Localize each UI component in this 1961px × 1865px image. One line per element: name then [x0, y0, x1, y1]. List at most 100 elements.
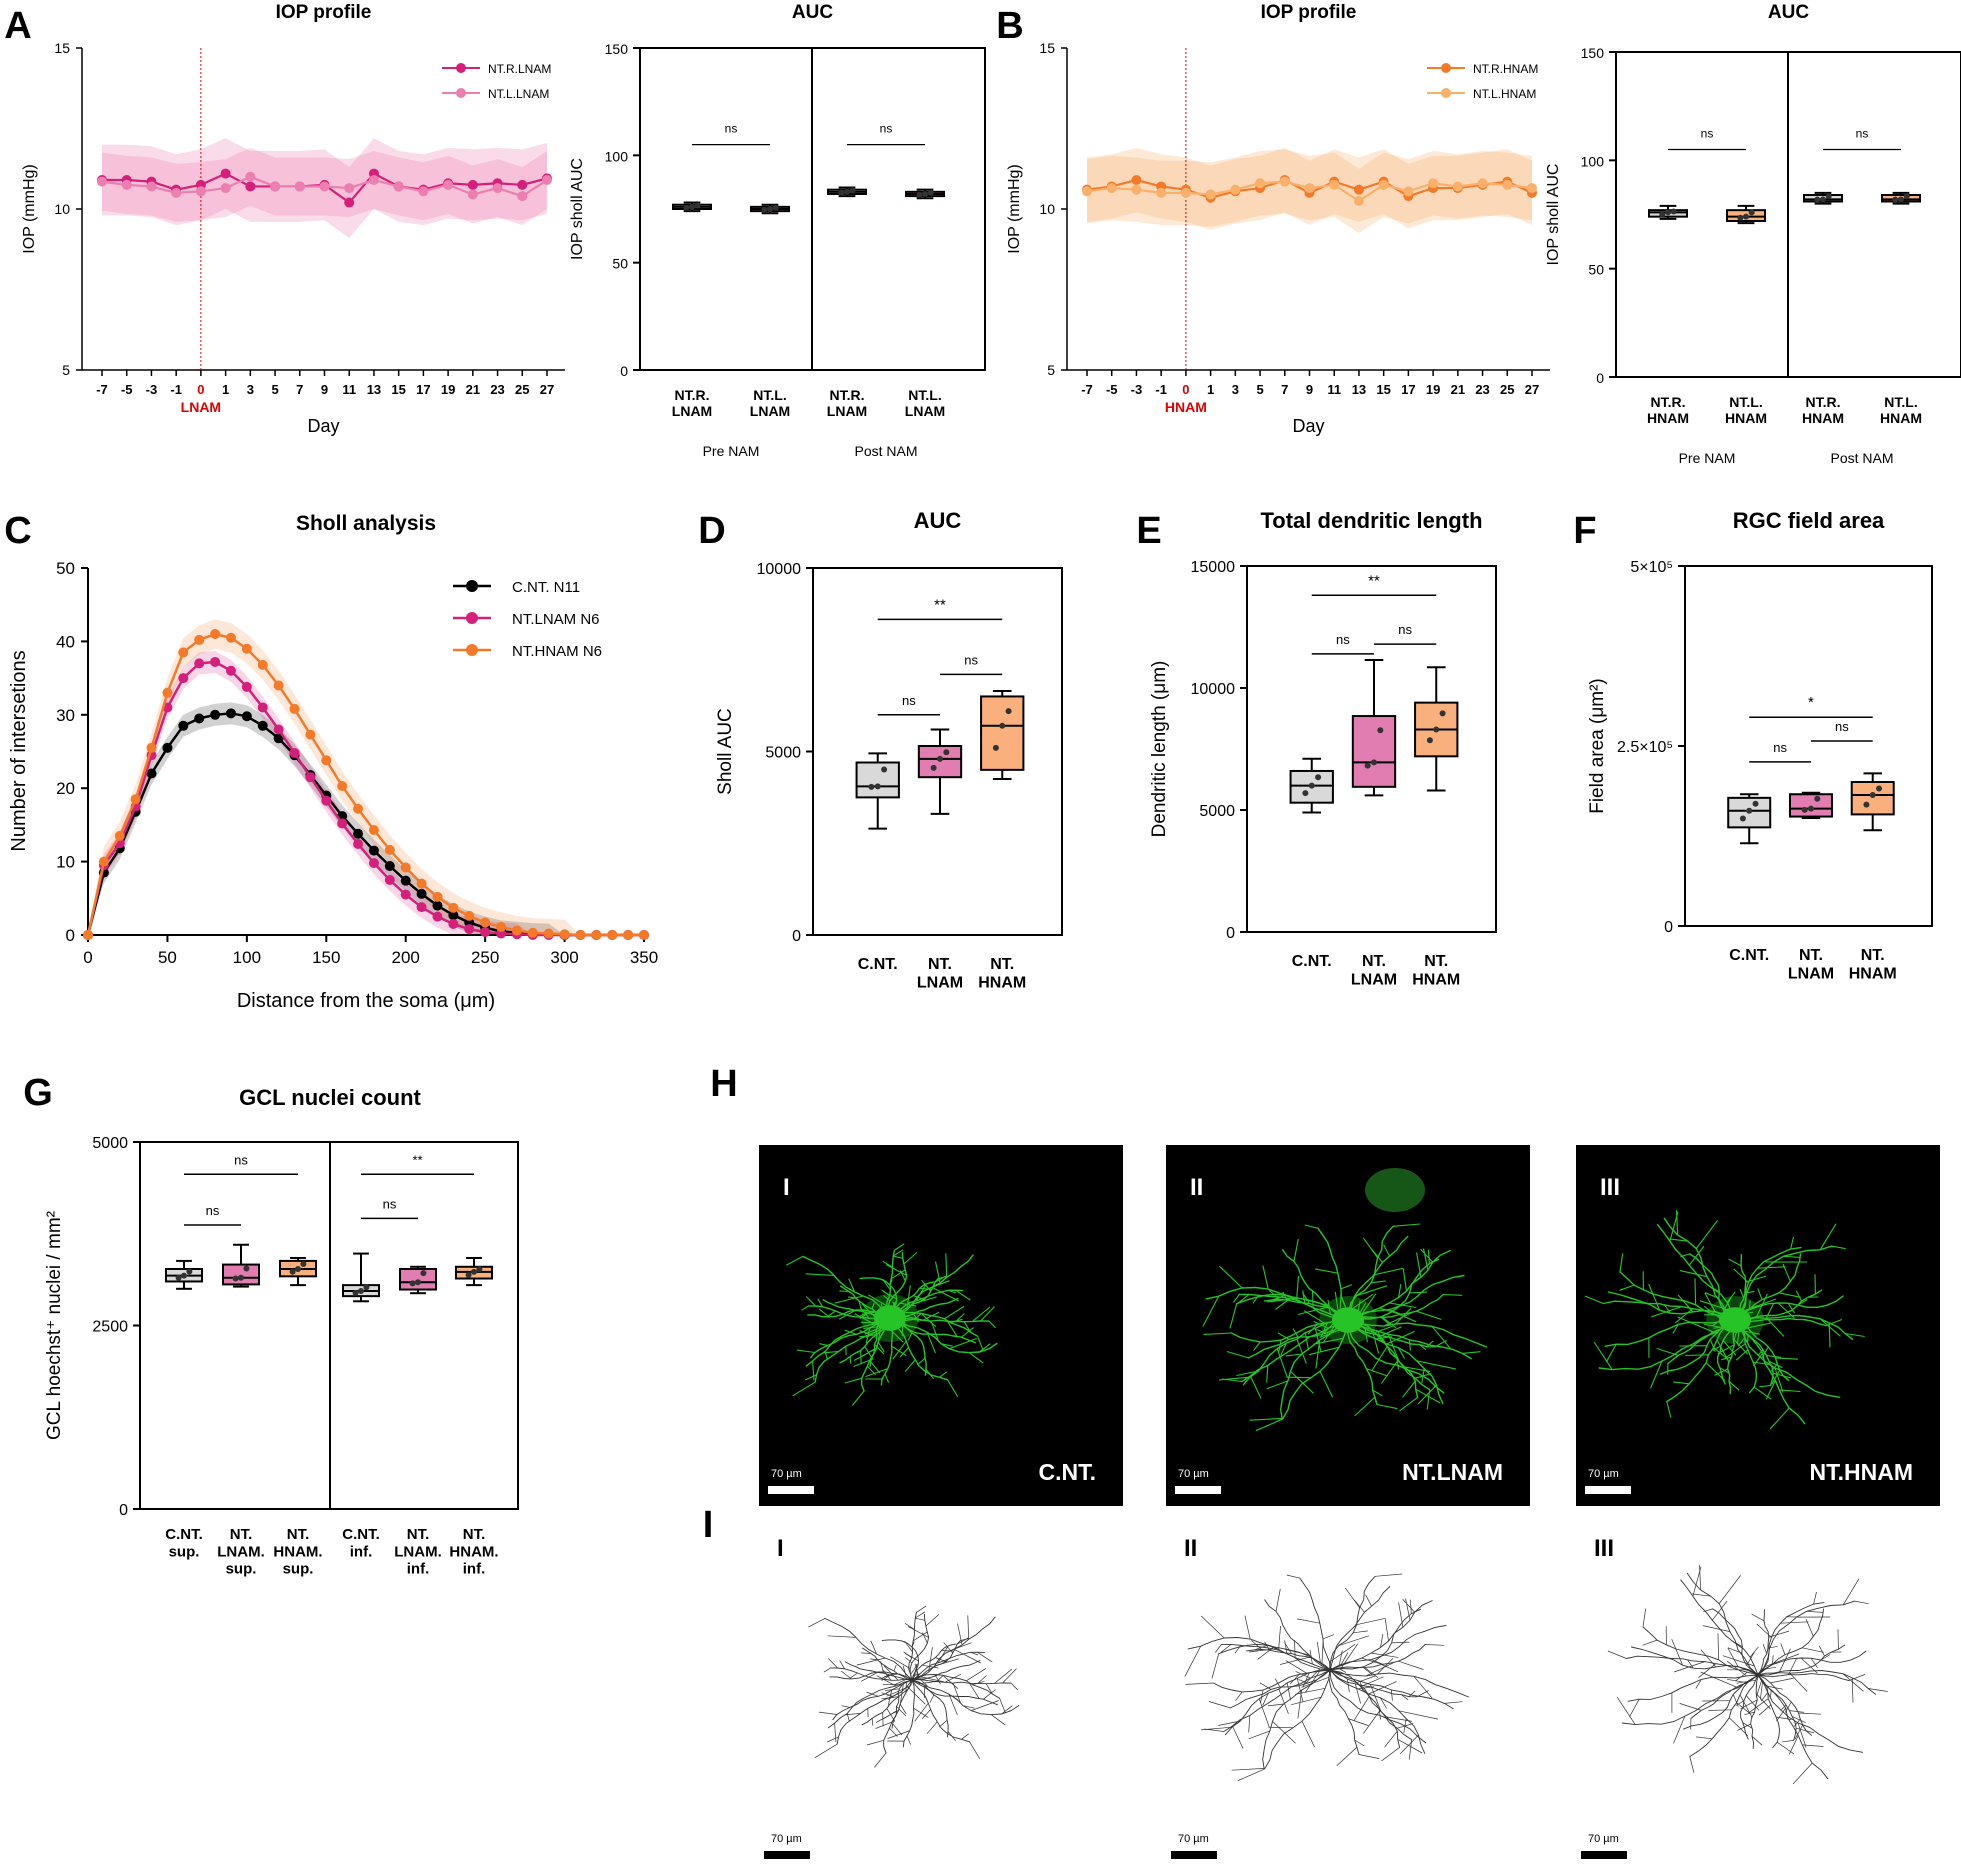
dendrite-branch — [1295, 1671, 1311, 1679]
dendrite-branch — [913, 1631, 928, 1642]
dendrite-branch — [911, 1641, 915, 1648]
dendrite-branch — [961, 1327, 974, 1338]
x-tick-label: 13 — [1352, 382, 1366, 397]
dendrite-branch — [1755, 1693, 1771, 1710]
dendrite-branch — [1868, 1688, 1888, 1692]
dendrite-branch — [937, 1646, 949, 1663]
data-point — [1743, 213, 1749, 220]
dendrite-branch — [1775, 1357, 1799, 1360]
dendrite-branch — [1387, 1334, 1400, 1362]
dendrite-branch — [942, 1675, 959, 1689]
dendrite-branch — [1295, 1687, 1326, 1695]
dendrite-branch — [893, 1679, 907, 1686]
dendrite-branch — [805, 1273, 835, 1276]
dendrite — [1734, 1314, 1854, 1340]
box — [980, 695, 1025, 771]
dendrite-branch — [899, 1347, 910, 1358]
legend-label: NT.R.LNAM — [488, 62, 551, 76]
data-point — [420, 1270, 427, 1277]
dendrite-branch — [834, 1723, 837, 1743]
dendrite-branch — [1399, 1396, 1418, 1412]
dendrite-branch — [1389, 1302, 1417, 1309]
data-point — [195, 186, 206, 197]
dendrite-branch — [1842, 1673, 1864, 1692]
dendrite-branch — [988, 1320, 996, 1329]
y-tick-label: 5×10⁵ — [1630, 559, 1673, 576]
data-point — [916, 191, 923, 198]
dendrite-branch — [967, 1615, 970, 1640]
data-point — [194, 713, 205, 724]
dendrite-branch — [915, 1617, 925, 1621]
data-point — [464, 924, 475, 935]
dendrite-branch — [1796, 1727, 1815, 1734]
micrograph-group-label: NT.HNAM — [1810, 1459, 1914, 1485]
dendrite-branch — [1260, 1690, 1264, 1704]
dendrite — [902, 1679, 915, 1748]
dendrite-branch — [786, 1255, 804, 1266]
data-point — [476, 1266, 483, 1273]
dendrite-branch — [861, 1671, 879, 1682]
y-axis-label: Number of intersetions — [8, 650, 30, 851]
dendrite-branch — [999, 1698, 1006, 1713]
dendrite-branch — [1699, 1565, 1702, 1591]
data-point — [289, 747, 300, 758]
dendrite — [1329, 1575, 1376, 1671]
dendrite-branch — [1297, 1618, 1320, 1624]
dendrite-branch — [1340, 1643, 1359, 1669]
dendrite-branch — [812, 1361, 815, 1381]
dendrite-branch — [1268, 1726, 1294, 1729]
dendrite-branch — [1304, 1224, 1319, 1229]
soma — [1719, 1307, 1751, 1333]
data-point — [1370, 759, 1377, 766]
dendrite-branch — [1734, 1671, 1748, 1682]
dendrite-branch — [1402, 1598, 1415, 1613]
data-point — [874, 783, 881, 790]
dendrite-branch — [1756, 1623, 1772, 1638]
dendrite-branch — [1713, 1347, 1728, 1360]
data-point — [1752, 800, 1759, 807]
dendrite — [911, 1679, 1012, 1685]
dendrite-branch — [1218, 1720, 1241, 1726]
chart-title: AUC — [914, 508, 962, 533]
dendrite-branch — [1766, 1685, 1783, 1690]
y-tick-label: 40 — [56, 632, 75, 651]
dendrite-branch — [1677, 1294, 1694, 1313]
dendrite-branch — [814, 1743, 838, 1759]
dendrite-branch — [874, 1343, 885, 1355]
dendrite-branch — [819, 1343, 829, 1346]
data-point — [1131, 184, 1142, 195]
dendrite — [881, 1639, 920, 1681]
category-label: C.NT. — [858, 956, 898, 973]
data-point — [186, 1268, 193, 1275]
dendrite — [1329, 1669, 1469, 1698]
y-tick-label: 10000 — [1191, 681, 1236, 698]
x-tick-label: 17 — [1401, 382, 1415, 397]
data-point — [300, 1260, 307, 1267]
dendrite-branch — [1708, 1709, 1732, 1711]
dendrite-branch — [838, 1309, 857, 1320]
dendrite-branch — [1805, 1618, 1814, 1637]
dendrite-branch — [1408, 1690, 1416, 1697]
dendrite-branch — [1692, 1566, 1702, 1597]
dendrite — [889, 1316, 990, 1323]
dendrite-branch — [1718, 1575, 1741, 1604]
x-axis-label: Distance from the soma (μm) — [237, 990, 495, 1012]
dendrite-branch — [1777, 1302, 1795, 1319]
dendrite — [1347, 1319, 1472, 1360]
dendrite-branch — [1739, 1288, 1745, 1299]
dendrite — [1734, 1245, 1833, 1321]
dendrite-branch — [1642, 1639, 1658, 1646]
dendrite-branch — [949, 1337, 977, 1350]
data-point — [181, 1272, 187, 1279]
dendrite — [1264, 1599, 1331, 1671]
tracing-3: III 70 µm — [1581, 1535, 1888, 1859]
x-tick-label: 23 — [490, 382, 504, 397]
category-label: C.NT. — [165, 1526, 203, 1543]
x-tick-label: 13 — [367, 382, 381, 397]
dendrite-branch — [892, 1340, 907, 1360]
dendrite — [1604, 1319, 1736, 1347]
dendrite-branch — [1819, 1318, 1841, 1337]
data-point — [97, 176, 107, 187]
dendrite-branch — [1727, 1661, 1747, 1677]
